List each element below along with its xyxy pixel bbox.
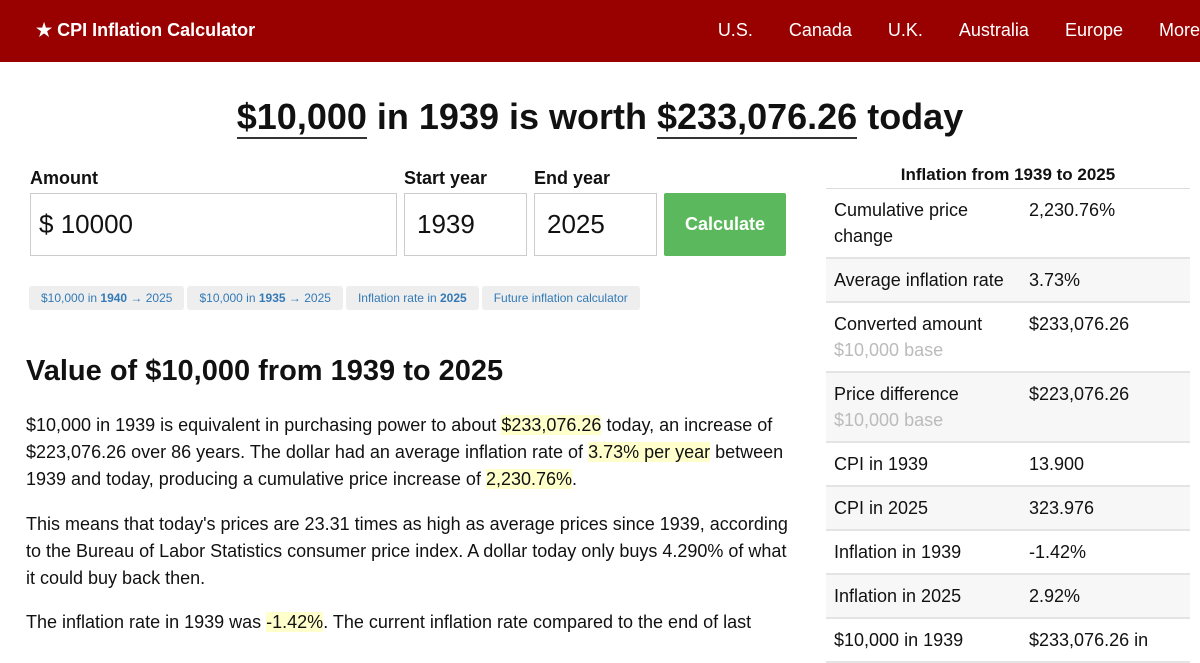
row-label: Inflation in 2025 [834,586,962,606]
title-end: today [857,96,964,137]
table-row: Average inflation rate 3.73% [826,259,1190,303]
row-value: 13.900 [1029,454,1085,474]
row-label: Inflation in 1939 [834,542,962,562]
row-value: 3.73% [1029,270,1081,290]
row-value: $233,076.26 in [1029,630,1149,650]
row-value: 323.976 [1029,498,1095,518]
currency-symbol: $ [39,209,54,239]
paragraph-3: The inflation rate in 1939 was -1.42%. T… [26,612,752,632]
article-heading: Value of $10,000 from 1939 to 2025 [26,355,504,387]
row-label: Cumulative price change [834,200,969,246]
table-row: Cumulative price change 2,230.76% [826,189,1190,259]
title-text: in 1939 is worth [366,96,657,137]
quick-link-chip[interactable]: $10,000 in 1940 → 2025 [29,286,185,310]
amount-value: 10000 [60,209,134,239]
brand-link[interactable]: ★ CPI Inflation Calculator [36,20,256,40]
table-row: Inflation in 1939 -1.42% [826,531,1190,575]
amount-label: Amount [30,168,98,188]
end-year-input[interactable]: 2025 [534,193,657,256]
quick-link-chip[interactable]: $10,000 in 1935 → 2025 [187,286,343,310]
summary-table: Inflation from 1939 to 2025 Cumulative p… [826,160,1190,663]
row-label: Price difference [834,384,959,404]
top-nav: ★ CPI Inflation Calculator U.S. Canada U.K… [0,0,1200,62]
row-value: $223,076.26 [1029,384,1130,404]
row-value: 2.92% [1029,586,1081,606]
paragraph-1: $10,000 in 1939 is equivalent in purchas… [26,415,784,489]
row-label: CPI in 1939 [834,454,929,474]
row-label: CPI in 2025 [834,498,929,518]
start-year-input[interactable]: 1939 [404,193,527,256]
quick-link-chip[interactable]: Inflation rate in 2025 [345,286,479,310]
nav-link[interactable]: Canada [788,20,852,40]
row-value: 2,230.76% [1029,200,1116,220]
page-title: $10,000 in 1939 is worth $233,076.26 tod… [0,96,1200,140]
table-row: Price difference $10,000 base $223,076.26 [826,373,1190,443]
amount-input[interactable]: $ 10000 [30,193,397,256]
table-row: CPI in 2025 323.976 [826,487,1190,531]
table-row: CPI in 1939 13.900 [826,443,1190,487]
amount-link[interactable]: $10,000 [236,96,367,139]
table-row: $10,000 in 1939 $233,076.26 in [826,619,1190,663]
row-label: $10,000 in 1939 [834,630,964,650]
nav-link[interactable]: U.K. [887,20,923,40]
calculate-button[interactable]: Calculate [664,193,786,256]
value-link[interactable]: $233,076.26 [657,96,858,139]
nav-link[interactable]: U.S. [717,20,753,40]
table-row: Converted amount $10,000 base $233,076.26 [826,303,1190,373]
nav-link[interactable]: Europe [1064,20,1123,40]
end-year-label: End year [534,168,611,188]
row-value: $233,076.26 [1029,314,1130,334]
row-sublabel: $10,000 base [834,340,944,360]
summary-title: Inflation from 1939 to 2025 [826,160,1190,189]
row-label: Converted amount [834,314,983,334]
row-sublabel: $10,000 base [834,410,944,430]
table-row: Inflation in 2025 2.92% [826,575,1190,619]
nav-link[interactable]: Australia [958,20,1029,40]
row-label: Average inflation rate [834,270,1004,290]
quick-link-chip[interactable]: Future inflation calculator [481,286,640,310]
row-value: -1.42% [1029,542,1087,562]
paragraph-2: This means that today's prices are 23.31… [26,514,788,588]
start-year-label: Start year [404,168,488,188]
nav-link[interactable]: More [1158,20,1200,40]
